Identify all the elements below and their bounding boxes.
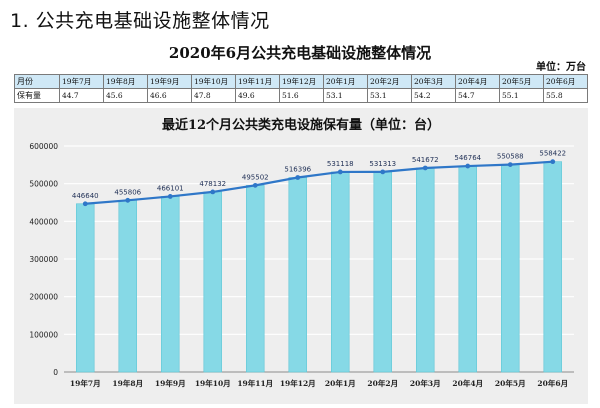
summary-month-cell: 20年5月: [499, 74, 544, 89]
summary-month-cell: 19年8月: [103, 74, 148, 89]
bar: [416, 167, 435, 373]
trend-point: [167, 194, 173, 199]
bar: [288, 177, 307, 373]
page-subtitle: 2020年6月公共充电基础设施整体情况: [168, 44, 432, 62]
x-tick-label: 19年8月: [112, 378, 143, 388]
data-label: 446640: [72, 192, 99, 200]
summary-value-cell: 53.1: [367, 88, 412, 103]
section-heading: 1. 公共充电基础设施整体情况: [10, 10, 270, 32]
summary-value-cell: 54.2: [411, 88, 456, 103]
summary-value-cell: 55.1: [499, 88, 544, 103]
summary-month-cell: 19年7月: [59, 74, 104, 89]
summary-month-cell: 19年10月: [191, 74, 236, 89]
bar: [246, 185, 265, 373]
data-label: 546764: [454, 154, 481, 162]
y-tick-label: 600000: [29, 142, 58, 151]
data-label: 541672: [412, 156, 439, 164]
bar: [373, 171, 392, 373]
summary-value-cell: 51.6: [279, 88, 324, 103]
trend-point: [82, 201, 88, 207]
y-tick-label: 500000: [29, 180, 58, 189]
summary-value-cell: 47.8: [191, 88, 236, 103]
bar: [501, 164, 520, 373]
trend-line: [85, 160, 553, 205]
x-tick-label: 20年1月: [325, 378, 356, 388]
data-label: 466101: [157, 184, 184, 192]
x-tick-label: 20年4月: [452, 378, 483, 388]
bar: [543, 161, 562, 373]
summary-value-cell: 54.7: [455, 88, 500, 103]
trend-point: [125, 197, 131, 203]
summary-header-row: 月份 19年7月 19年8月 19年9月 19年10月 19年11月 19年12月 20年1…: [14, 74, 588, 89]
trend-point: [337, 169, 343, 175]
data-label: 531313: [369, 160, 396, 168]
trend-point: [465, 163, 471, 169]
x-tick-label: 19年9月: [155, 378, 186, 388]
data-label: 495502: [242, 173, 269, 181]
summary-value-cell: 44.7: [59, 88, 104, 103]
trend-point: [507, 162, 513, 168]
x-tick-label: 19年10月: [195, 378, 231, 388]
data-label: 478132: [199, 180, 226, 188]
bar-line-chart: 600000 500000 400000 300000 200000 100000 0 19年…: [29, 142, 574, 388]
summary-month-cell: 20年6月: [543, 74, 588, 89]
y-tick-label: 300000: [29, 255, 58, 264]
data-label: 516396: [284, 165, 311, 173]
summary-value-label: 保有量: [14, 88, 60, 103]
trend-point: [380, 169, 386, 175]
y-tick-label: 400000: [29, 217, 58, 226]
bar: [331, 171, 350, 373]
summary-month-cell: 20年4月: [455, 74, 500, 89]
summary-value-cell: 49.6: [235, 88, 280, 103]
bar: [118, 200, 137, 373]
summary-month-cell: 19年9月: [147, 74, 192, 89]
summary-table: 月份 19年7月 19年8月 19年9月 19年10月 19年11月 19年12月 20年1…: [14, 74, 588, 103]
y-tick-label: 0: [53, 368, 58, 377]
x-tick-label: 19年12月: [280, 378, 316, 388]
x-tick-label: 19年11月: [237, 378, 273, 388]
chart-title: 最近12个月公共类充电设施保有量（单位：台）: [161, 118, 441, 133]
data-label: 558422: [539, 150, 566, 158]
summary-month-cell: 20年1月: [323, 74, 368, 89]
bar: [203, 191, 222, 373]
summary-month-cell: 19年12月: [279, 74, 324, 89]
data-label: 531118: [327, 160, 354, 168]
chart-panel: 600000 500000 400000 300000 200000 100000 0 19年…: [14, 108, 588, 404]
summary-month-cell: 19年11月: [235, 74, 280, 89]
summary-month-cell: 20年2月: [367, 74, 412, 89]
y-tick-label: 200000: [29, 293, 58, 302]
summary-month-cell: 20年3月: [411, 74, 456, 89]
summary-value-cell: 53.1: [323, 88, 368, 103]
data-label: 550588: [497, 153, 524, 161]
x-tick-label: 20年5月: [495, 378, 526, 388]
summary-value-cell: 45.6: [103, 88, 148, 103]
x-tick-label: 20年3月: [410, 378, 441, 388]
trend-point: [422, 165, 428, 171]
trend-point: [295, 175, 301, 180]
bar: [161, 196, 180, 373]
data-label: 455806: [114, 188, 141, 196]
summary-value-cell: 46.6: [147, 88, 192, 103]
bar: [458, 165, 477, 373]
x-tick-label: 20年2月: [367, 378, 398, 388]
summary-value-cell: 55.8: [543, 88, 588, 103]
y-tick-label: 100000: [29, 330, 58, 339]
summary-value-row: 保有量 44.7 45.6 46.6 47.8 49.6 51.6 53.1 53.1 54.2…: [14, 88, 588, 103]
x-tick-label: 20年6月: [537, 378, 568, 388]
trend-point: [550, 159, 556, 165]
summary-header-label: 月份: [14, 74, 60, 89]
bar: [76, 203, 95, 373]
trend-point: [210, 189, 216, 195]
trend-point: [252, 182, 258, 188]
unit-note: 单位：万台: [536, 62, 586, 73]
x-tick-label: 19年7月: [70, 378, 101, 388]
